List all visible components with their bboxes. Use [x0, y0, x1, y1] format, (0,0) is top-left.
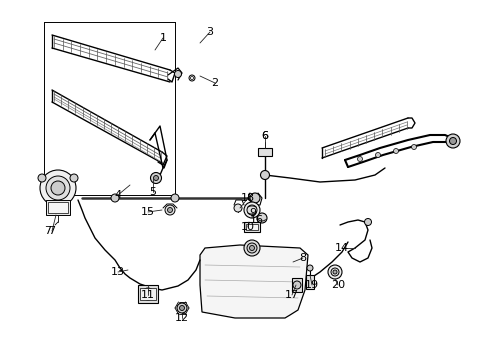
Text: 4: 4 [114, 190, 122, 200]
Text: 5: 5 [149, 187, 156, 197]
Text: 12: 12 [175, 313, 189, 323]
Circle shape [153, 175, 158, 180]
Text: 6: 6 [261, 131, 268, 141]
Bar [291, 278, 302, 292]
Text: 18: 18 [241, 193, 255, 203]
Circle shape [40, 170, 76, 206]
Circle shape [327, 265, 341, 279]
Circle shape [145, 291, 151, 297]
Bar [258, 148, 271, 156]
Text: 2: 2 [211, 78, 218, 88]
Circle shape [249, 246, 254, 251]
Text: 15: 15 [141, 207, 155, 217]
Circle shape [51, 181, 65, 195]
Circle shape [411, 144, 416, 149]
Circle shape [38, 174, 46, 182]
Circle shape [179, 306, 184, 310]
Circle shape [448, 138, 456, 144]
Text: 16: 16 [249, 215, 264, 225]
Circle shape [364, 219, 371, 225]
Text: 6: 6 [261, 131, 268, 141]
Circle shape [189, 75, 195, 81]
Circle shape [292, 281, 301, 289]
Text: 11: 11 [141, 290, 155, 300]
Text: 7: 7 [44, 226, 51, 236]
Circle shape [357, 157, 362, 162]
Polygon shape [200, 245, 307, 318]
Text: 17: 17 [285, 290, 299, 300]
Bar [305, 275, 313, 289]
Circle shape [260, 171, 269, 180]
Circle shape [174, 71, 181, 77]
Circle shape [393, 148, 398, 153]
Circle shape [244, 202, 260, 218]
Circle shape [246, 205, 257, 215]
Bar [244, 222, 260, 232]
Text: 9: 9 [249, 208, 256, 218]
Circle shape [257, 213, 266, 223]
Bar [245, 224, 258, 230]
Circle shape [246, 243, 257, 253]
Circle shape [332, 270, 336, 274]
Circle shape [171, 194, 179, 202]
Text: 7: 7 [48, 226, 56, 236]
Circle shape [142, 288, 154, 300]
Circle shape [375, 153, 380, 157]
Text: 10: 10 [241, 222, 254, 232]
Text: 19: 19 [305, 280, 318, 290]
Circle shape [249, 193, 260, 203]
Circle shape [70, 174, 78, 182]
Circle shape [46, 176, 70, 200]
Text: 8: 8 [299, 253, 306, 263]
Text: 14: 14 [334, 243, 348, 253]
Circle shape [306, 265, 312, 271]
Text: 13: 13 [111, 267, 125, 277]
Text: 1: 1 [159, 33, 166, 43]
Bar [46, 200, 70, 215]
Circle shape [111, 194, 119, 202]
Circle shape [177, 303, 186, 313]
Text: 3: 3 [206, 27, 213, 37]
Circle shape [167, 207, 172, 212]
Circle shape [244, 240, 260, 256]
Circle shape [330, 268, 338, 276]
Circle shape [234, 204, 242, 212]
Bar [48, 202, 68, 213]
Circle shape [164, 205, 175, 215]
Text: 20: 20 [330, 280, 345, 290]
Circle shape [150, 172, 161, 184]
Circle shape [190, 77, 193, 80]
Bar [140, 288, 156, 300]
Circle shape [445, 134, 459, 148]
Bar [138, 285, 158, 303]
